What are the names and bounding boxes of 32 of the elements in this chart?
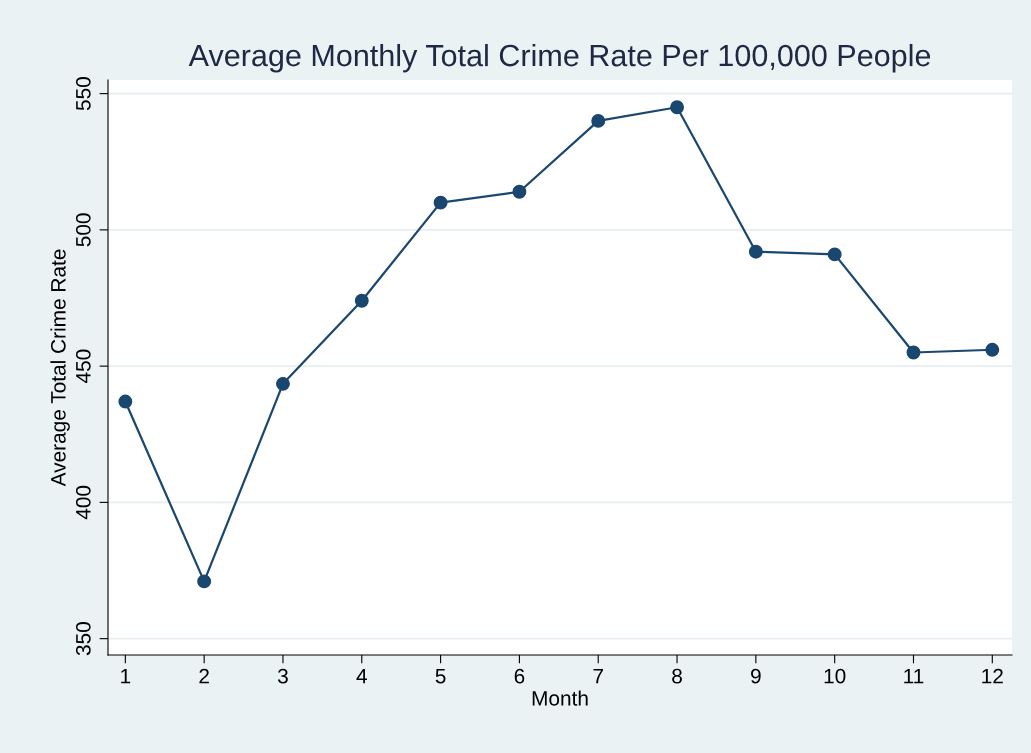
x-tick-label: 7 <box>593 668 603 684</box>
point <box>512 184 527 199</box>
point <box>670 100 684 115</box>
y-tick-label: 400 <box>75 485 91 520</box>
y-axis-title: Average Total Crime Rate <box>50 249 70 487</box>
x-axis-title: Month <box>532 690 588 706</box>
point <box>354 293 369 308</box>
x-tick-label: 4 <box>356 668 367 684</box>
x-tick-label: 6 <box>514 668 525 684</box>
point <box>276 376 290 391</box>
x-tick-label: 10 <box>824 668 846 684</box>
x-tick-label: 12 <box>982 668 1003 684</box>
y-tick-label: 550 <box>75 77 91 111</box>
y-tick-label: 500 <box>75 213 91 247</box>
x-tick-label: 1 <box>121 668 131 684</box>
y-tick-label: 450 <box>75 349 91 384</box>
chart-title: Average Monthly Total Crime Rate Per 100,000 People <box>188 43 931 73</box>
point <box>118 394 133 409</box>
x-tick-label: 3 <box>277 668 288 684</box>
x-tick-label: 8 <box>672 668 682 684</box>
x-tick-label: 9 <box>751 668 761 684</box>
point <box>985 342 1000 357</box>
x-tick-label: 11 <box>904 668 924 684</box>
x-tick-label: 2 <box>199 668 209 684</box>
x-tick-label: 5 <box>435 668 446 684</box>
y-tick-label: 350 <box>75 622 91 656</box>
point <box>906 345 921 360</box>
point <box>827 247 842 262</box>
point <box>748 244 763 259</box>
point <box>591 113 606 128</box>
point <box>197 574 212 589</box>
point <box>433 195 448 210</box>
